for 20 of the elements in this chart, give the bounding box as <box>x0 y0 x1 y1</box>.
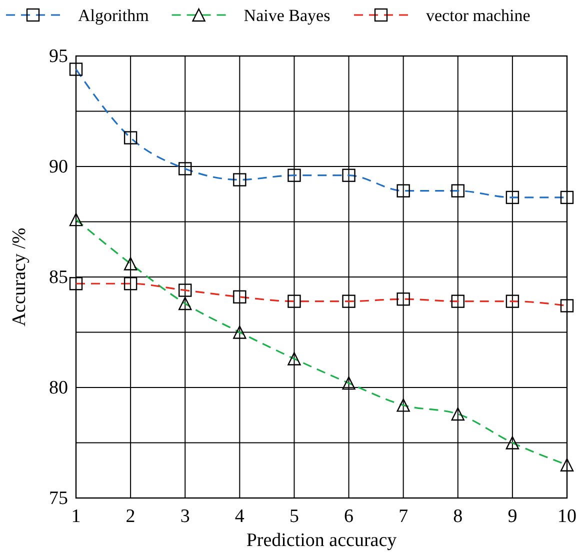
x-tick-label: 2 <box>126 506 136 527</box>
x-tick-label: 4 <box>234 506 245 527</box>
y-axis-title: Accuracy /% <box>9 228 30 326</box>
y-tick-label: 90 <box>49 156 68 178</box>
legend-label: vector machine <box>426 6 530 25</box>
y-tick-label: 80 <box>49 378 68 398</box>
y-tick-label: 85 <box>49 267 68 288</box>
x-tick-label: 6 <box>344 506 354 527</box>
x-tick-label: 10 <box>558 506 576 527</box>
legend-label: Naive Bayes <box>244 6 330 25</box>
y-tick-label: 75 <box>49 488 68 509</box>
x-axis-title: Prediction accuracy <box>246 530 398 551</box>
x-tick-label: 3 <box>180 506 190 527</box>
x-tick-label: 8 <box>453 506 463 527</box>
legend-label: Algorithm <box>78 6 149 25</box>
x-tick-label: 1 <box>71 506 81 527</box>
x-tick-label: 7 <box>398 506 408 527</box>
x-tick-label: 5 <box>289 506 299 527</box>
x-tick-label: 9 <box>508 506 518 527</box>
y-tick-label: 95 <box>49 46 68 67</box>
